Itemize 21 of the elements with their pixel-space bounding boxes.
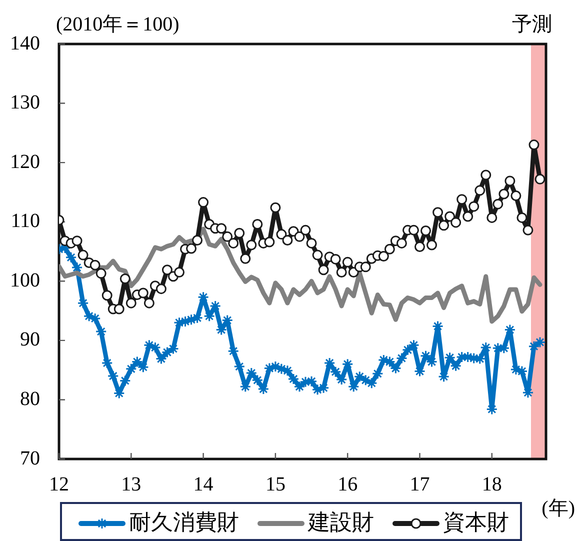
x-tick-label: 12	[49, 473, 69, 496]
y-tick-label: 130	[10, 92, 40, 114]
y-tick-label: 90	[20, 328, 40, 351]
y-tick-label: 110	[10, 210, 40, 232]
y-tick-label: 120	[10, 150, 40, 173]
band-label: 予測	[512, 13, 552, 36]
legend-label: 建設財	[307, 509, 374, 534]
legend-label: 資本財	[443, 509, 509, 534]
y-tick-label: 100	[10, 269, 40, 292]
y-tick-label: 70	[20, 447, 40, 470]
y-tick-label: 140	[10, 32, 40, 54]
x-tick-label: 17	[410, 473, 430, 496]
x-tick-label: 13	[121, 473, 142, 496]
x-tick-label: 16	[338, 473, 358, 496]
y-axis-title: (2010年＝100)	[56, 13, 180, 36]
y-tick-label: 80	[20, 388, 40, 410]
legend-label: 耐久消費財	[129, 509, 239, 534]
x-tick-label: 18	[482, 473, 502, 496]
x-axis-title: (年)	[542, 497, 575, 520]
x-tick-label: 14	[193, 473, 214, 496]
x-tick-label: 15	[265, 473, 286, 496]
